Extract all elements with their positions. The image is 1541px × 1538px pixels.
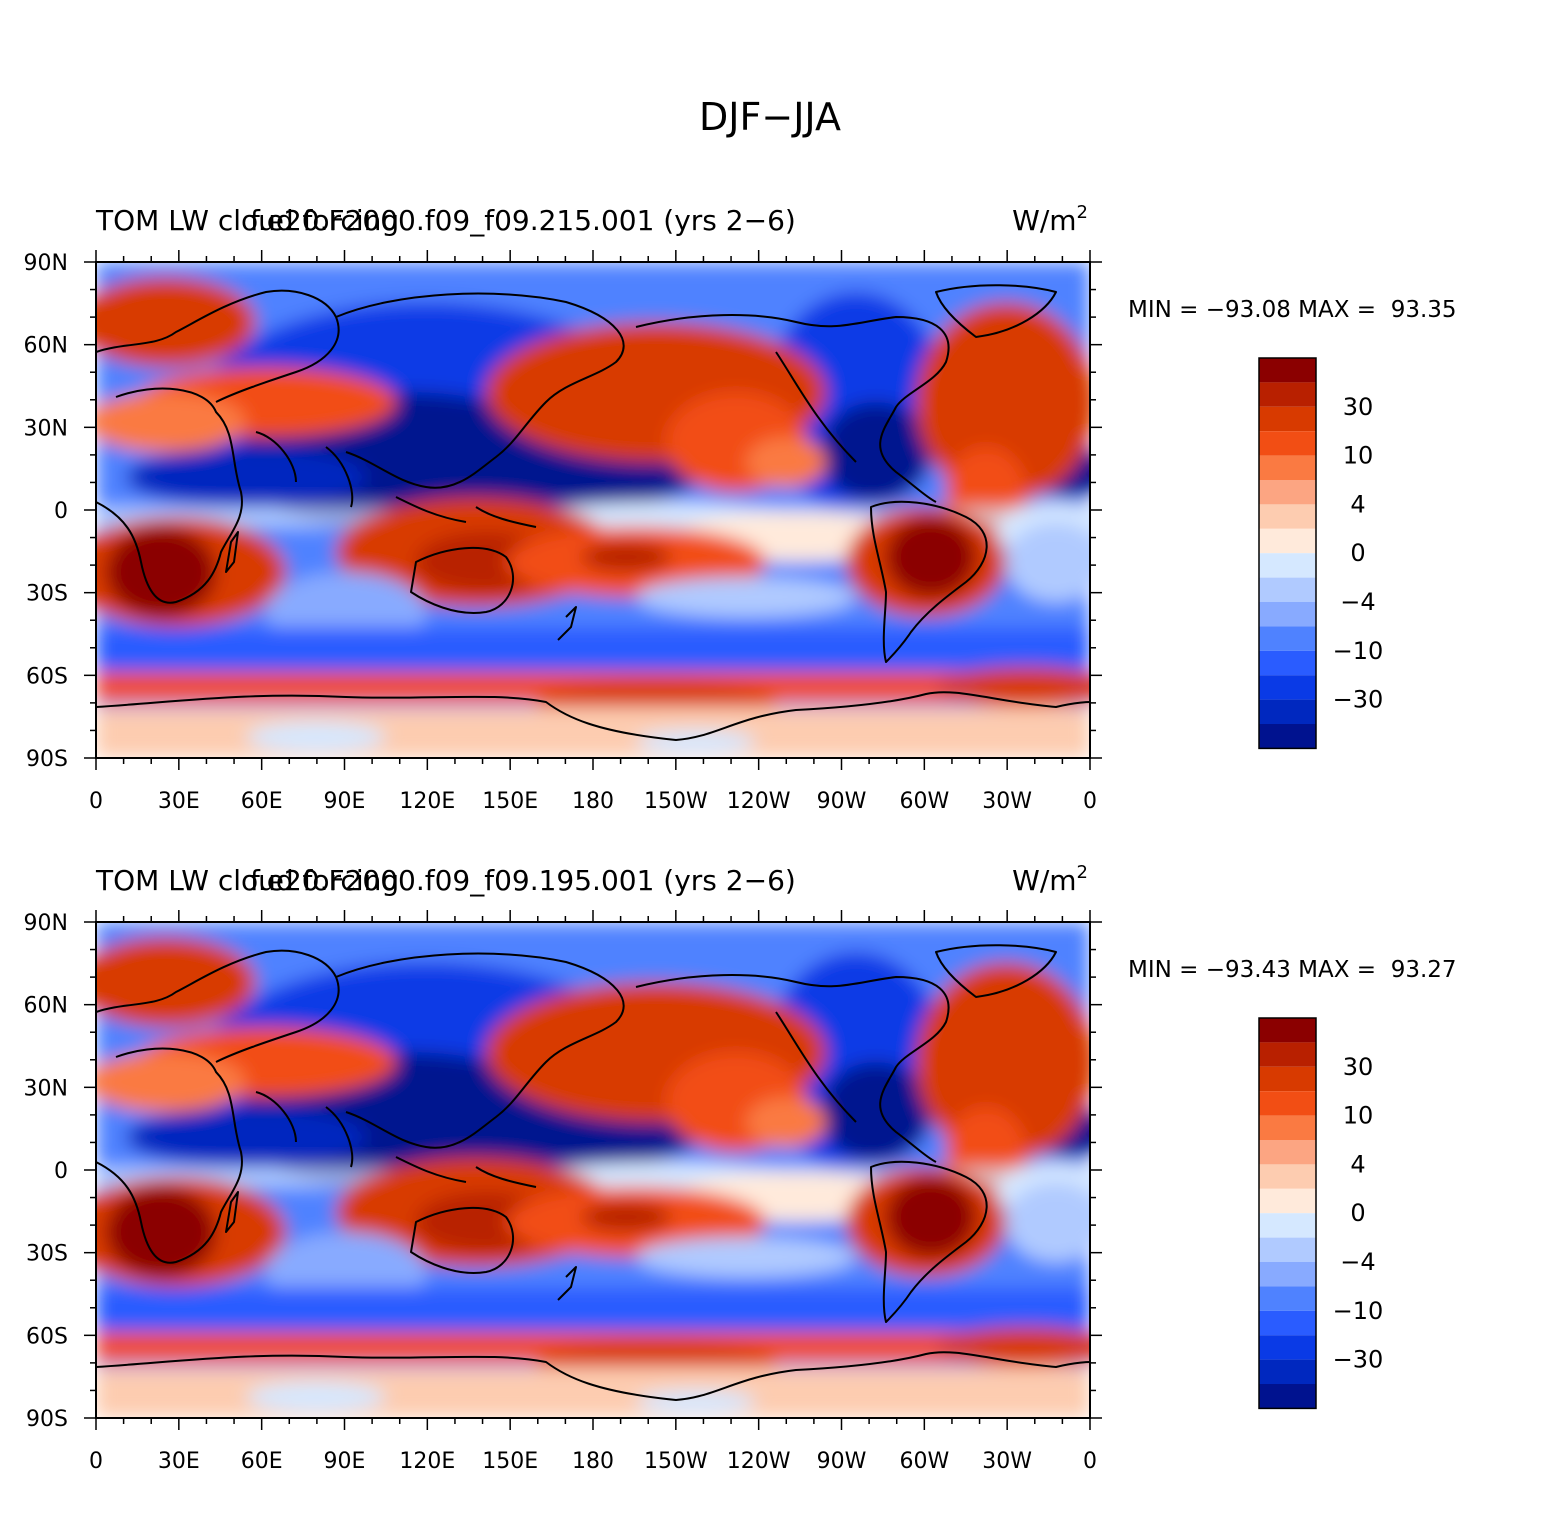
lat-tick-label: 60N — [24, 334, 68, 359]
panel-2-left-title: TOM LW cloud forcing — [95, 864, 399, 897]
panel-2-center-title: f.e20.F2000.f09_f09.195.001 (yrs 2−6) — [250, 864, 796, 897]
lon-tick-label: 0 — [89, 1449, 103, 1474]
lon-tick-label: 90W — [817, 789, 867, 814]
colorbar-label: 10 — [1343, 1102, 1374, 1130]
lon-tick-label: 30W — [982, 789, 1032, 814]
lon-tick-label: 30E — [158, 789, 200, 814]
lon-tick-label: 150E — [482, 1449, 538, 1474]
lat-tick-label: 30N — [24, 1076, 68, 1101]
lat-tick-label: 0 — [54, 1159, 68, 1184]
panel-1-min-max: MIN = −93.08 MAX = 93.35 — [1128, 297, 1457, 323]
lat-tick-label: 60S — [26, 1324, 68, 1349]
panel-1-axes: 0 30E 60E 90E 120E 150E 180 150W 120W 90W 60W 30W 09… — [24, 250, 1102, 814]
panel-1-left-title: TOM LW cloud forcing — [95, 204, 399, 237]
lat-tick-label: 90N — [24, 251, 68, 276]
panel-1-map — [96, 262, 1090, 758]
panel-1-units: W/m2 — [1012, 202, 1088, 237]
colorbar-label: −30 — [1333, 686, 1384, 714]
lat-tick-label: 90S — [26, 747, 68, 772]
lon-tick-label: 30E — [158, 1449, 200, 1474]
lon-tick-label: 0 — [1083, 789, 1097, 814]
lon-tick-label: 120E — [399, 789, 455, 814]
panel-2-colorbar — [1258, 1017, 1317, 1410]
lat-tick-label: 60N — [24, 994, 68, 1019]
lat-tick-label: 60S — [26, 664, 68, 689]
panel-1-colorbar — [1258, 357, 1317, 750]
panel-2-map — [96, 922, 1090, 1418]
panel-2-min-max: MIN = −93.43 MAX = 93.27 — [1128, 957, 1457, 983]
lon-tick-label: 60E — [241, 1449, 283, 1474]
lon-tick-label: 150E — [482, 789, 538, 814]
lat-tick-label: 90N — [24, 911, 68, 936]
lon-tick-label: 60W — [899, 789, 949, 814]
lat-tick-label: 30S — [26, 1242, 68, 1267]
lon-tick-label: 150W — [644, 789, 708, 814]
lon-tick-label: 180 — [572, 789, 614, 814]
lat-tick-label: 30S — [26, 582, 68, 607]
colorbar-label: 10 — [1343, 442, 1374, 470]
lon-tick-label: 90W — [817, 1449, 867, 1474]
lat-tick-label: 90S — [26, 1407, 68, 1432]
lon-tick-label: 0 — [1083, 1449, 1097, 1474]
lon-tick-label: 60W — [899, 1449, 949, 1474]
lon-tick-label: 180 — [572, 1449, 614, 1474]
colorbar-label: −10 — [1333, 1297, 1384, 1325]
colorbar-label: −4 — [1340, 588, 1375, 616]
panel-2-units: W/m2 — [1012, 862, 1088, 897]
colorbar-label: 0 — [1350, 1199, 1365, 1227]
figure-title: DJF−JJA — [699, 95, 841, 139]
lat-tick-label: 30N — [24, 416, 68, 441]
panel-1: TOM LW cloud forcing f.e20.F2000.f09_f09… — [24, 202, 1457, 814]
panel-2: TOM LW cloud forcing f.e20.F2000.f09_f09… — [24, 862, 1457, 1474]
colorbar-label: 4 — [1350, 1150, 1365, 1178]
lon-tick-label: 90E — [324, 1449, 366, 1474]
lon-tick-label: 60E — [241, 789, 283, 814]
colorbar-label: 30 — [1343, 393, 1374, 421]
lon-tick-label: 120E — [399, 1449, 455, 1474]
lon-tick-label: 90E — [324, 789, 366, 814]
panel-1-colorbar-labels: 30 10 4 0 −4 −10 −30 — [1333, 393, 1384, 714]
colorbar-label: 30 — [1343, 1053, 1374, 1081]
colorbar-label: 4 — [1350, 490, 1365, 518]
colorbar-label: −10 — [1333, 637, 1384, 665]
lon-tick-label: 0 — [89, 789, 103, 814]
panel-2-axes: 0 30E 60E 90E 120E 150E 180 150W 120W 90W 60W 30W 09… — [24, 910, 1102, 1474]
colorbar-label: −30 — [1333, 1346, 1384, 1374]
lat-tick-label: 0 — [54, 499, 68, 524]
panel-1-center-title: f.e20.F2000.f09_f09.215.001 (yrs 2−6) — [250, 204, 796, 237]
colorbar-label: 0 — [1350, 539, 1365, 567]
lon-tick-label: 120W — [727, 1449, 791, 1474]
lon-tick-label: 30W — [982, 1449, 1032, 1474]
lon-tick-label: 150W — [644, 1449, 708, 1474]
colorbar-label: −4 — [1340, 1248, 1375, 1276]
lon-tick-label: 120W — [727, 789, 791, 814]
panel-2-colorbar-labels: 30 10 4 0 −4 −10 −30 — [1333, 1053, 1384, 1374]
